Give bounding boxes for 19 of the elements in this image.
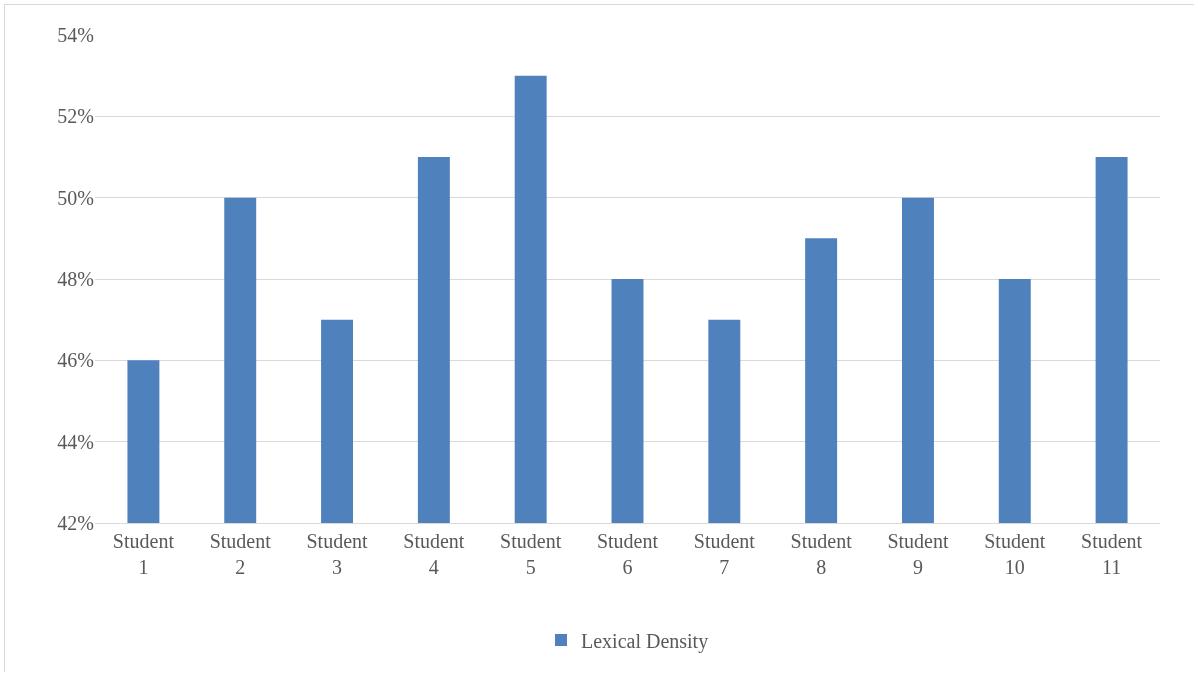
legend-label: Lexical Density <box>581 629 709 653</box>
x-tick-label: Student 7 <box>693 530 756 578</box>
y-tick-label: 50% <box>57 186 94 209</box>
x-tick-label: Student 9 <box>887 530 949 578</box>
x-tick-label: Student 8 <box>790 530 853 578</box>
x-tick-label: Student 4 <box>403 530 465 578</box>
y-tick-label: 42% <box>57 512 94 534</box>
y-tick-label: 48% <box>57 268 94 290</box>
x-tick-label: Student 2 <box>209 530 272 578</box>
x-tick-label: Student 6 <box>596 530 659 578</box>
x-tick-label: Student 11 <box>1081 530 1143 578</box>
x-tick-label: Student 5 <box>500 530 562 578</box>
x-tick-label: Student 10 <box>984 530 1046 578</box>
x-tick-label: Student 3 <box>306 530 369 578</box>
y-tick-label: 46% <box>57 349 94 372</box>
y-tick-label: 52% <box>57 105 94 128</box>
x-tick-label: Student 1 <box>112 530 175 578</box>
y-tick-label: 54% <box>57 24 94 46</box>
y-tick-label: 44% <box>57 430 94 453</box>
